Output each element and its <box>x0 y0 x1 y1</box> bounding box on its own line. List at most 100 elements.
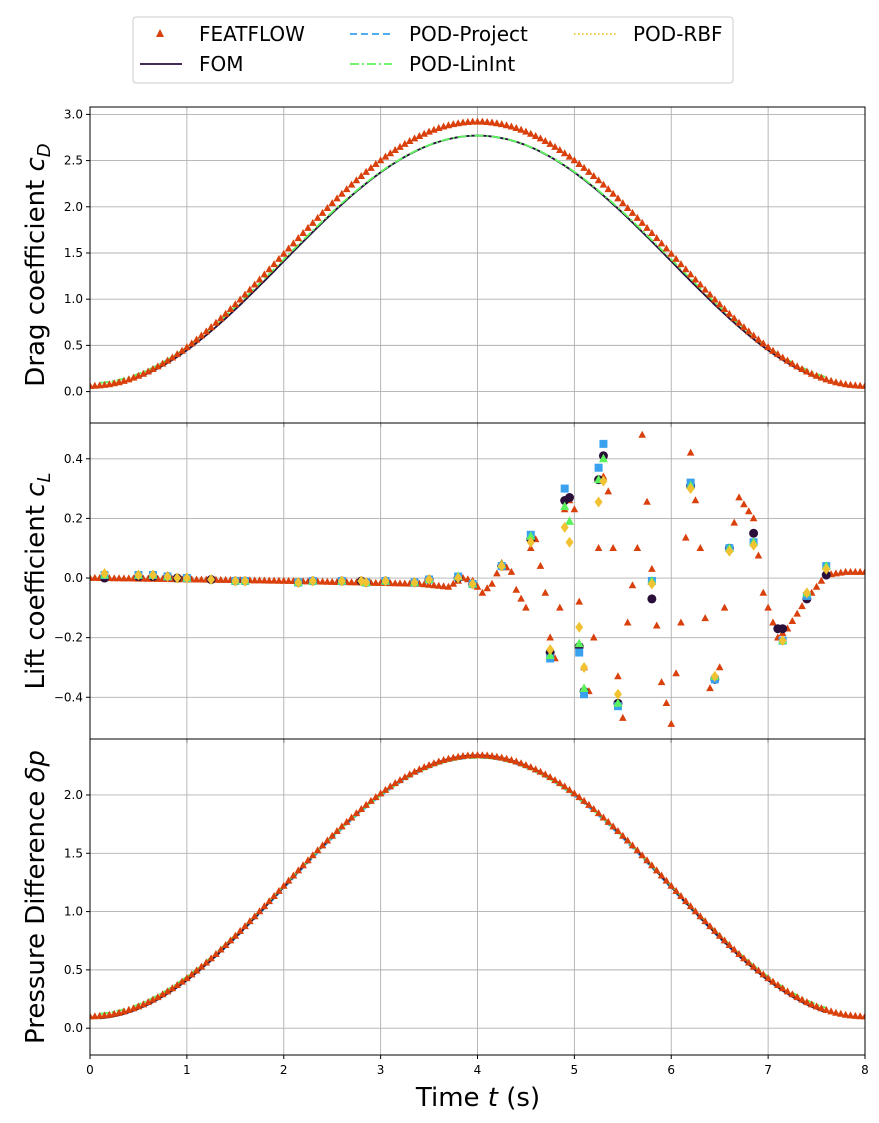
featflow-marker <box>197 575 206 583</box>
featflow-marker <box>173 350 181 358</box>
featflow-marker <box>512 585 521 593</box>
featflow-marker <box>725 309 734 317</box>
featflow-marker <box>192 335 201 343</box>
pod-rbf-marker <box>749 539 758 551</box>
fom-marker <box>778 624 788 634</box>
pod-rbf-marker <box>546 644 555 656</box>
featflow-marker <box>512 124 521 132</box>
featflow-marker <box>304 856 312 864</box>
featflow-marker <box>759 339 768 347</box>
featflow-marker <box>812 371 821 379</box>
featflow-marker <box>570 505 579 513</box>
featflow-marker <box>342 817 351 825</box>
featflow-marker <box>473 117 482 125</box>
pod-rbf-marker <box>778 635 787 647</box>
pod-rbf-marker <box>613 688 622 700</box>
featflow-marker <box>294 866 303 874</box>
featflow-marker <box>730 945 739 953</box>
drag-ylabel-symbol: c <box>21 157 51 171</box>
x-tick-label: 1 <box>183 1063 191 1077</box>
pod-rbf-marker <box>182 572 191 584</box>
featflow-marker <box>832 378 840 386</box>
featflow-marker <box>696 280 705 288</box>
featflow-marker <box>565 785 574 793</box>
featflow-marker <box>391 145 399 153</box>
featflow-marker <box>715 300 724 308</box>
featflow-marker <box>318 841 327 849</box>
featflow-marker <box>817 576 826 584</box>
fom-line <box>99 134 827 388</box>
featflow-marker <box>362 800 370 808</box>
featflow-marker <box>154 362 162 370</box>
featflow-marker <box>250 912 259 920</box>
lift-ylabel-symbol: c <box>21 483 51 497</box>
featflow-marker <box>841 567 850 575</box>
pod-rbf-marker <box>580 661 589 673</box>
featflow-marker <box>236 926 244 934</box>
featflow-marker <box>289 239 298 247</box>
featflow-marker <box>255 907 264 915</box>
featflow-marker <box>270 260 278 268</box>
pod-linint-marker <box>613 698 623 707</box>
featflow-marker <box>134 371 143 379</box>
pod-rbf-marker <box>710 670 719 682</box>
featflow-marker <box>541 588 550 596</box>
fom-marker <box>565 493 575 503</box>
featflow-marker <box>604 185 613 193</box>
featflow-marker <box>221 575 230 583</box>
featflow-marker <box>643 856 651 864</box>
featflow-marker <box>488 752 496 760</box>
featflow-marker <box>313 846 322 854</box>
pressure-ytick-label: 1.5 <box>64 846 83 860</box>
pod-project-marker <box>594 463 603 472</box>
featflow-marker <box>493 569 501 577</box>
featflow-marker <box>250 576 259 584</box>
featflow-marker <box>202 327 211 335</box>
featflow-marker <box>744 507 753 515</box>
legend-entry-pod-project: POD-Project <box>350 22 528 46</box>
pod-rbf-marker <box>575 621 584 633</box>
featflow-marker <box>468 751 477 759</box>
featflow-marker <box>241 922 249 930</box>
featflow-marker <box>517 594 525 602</box>
drag-ticks: 0.0 0.5 1.0 1.5 2.0 2.5 3.0 <box>64 107 866 427</box>
featflow-marker <box>536 767 545 775</box>
featflow-marker <box>183 343 191 351</box>
featflow-marker <box>652 234 661 242</box>
featflow-marker <box>294 234 303 242</box>
legend: FEATFLOW FOM POD-Project POD-LinInt POD-… <box>132 16 734 84</box>
featflow-marker <box>681 533 690 541</box>
featflow-marker <box>628 581 637 589</box>
featflow-marker <box>701 917 709 925</box>
pod-rbf-marker <box>526 536 535 548</box>
featflow-marker <box>643 497 651 505</box>
featflow-marker <box>149 364 157 372</box>
featflow-marker <box>90 1012 94 1020</box>
featflow-marker <box>396 142 404 150</box>
pod-rbf-marker <box>425 574 434 586</box>
featflow-marker <box>270 891 278 899</box>
featflow-marker <box>231 931 240 939</box>
featflow-marker <box>187 970 196 978</box>
featflow-marker <box>609 544 617 552</box>
featflow-marker <box>657 239 666 247</box>
drag-ytick-label: 1.5 <box>64 246 83 260</box>
featflow-marker <box>255 275 264 283</box>
featflow-marker <box>585 800 593 808</box>
featflow-marker <box>604 487 613 495</box>
featflow-marker <box>488 579 496 587</box>
featflow-marker <box>798 995 806 1003</box>
featflow-marker <box>546 773 554 781</box>
featflow-marker <box>173 981 181 989</box>
lift-ytick-label: 0.4 <box>64 452 83 466</box>
featflow-marker <box>730 518 739 526</box>
featflow-marker <box>517 125 525 133</box>
featflow-marker <box>681 897 690 905</box>
featflow-marker <box>556 603 564 611</box>
featflow-marker <box>740 954 748 962</box>
featflow-marker <box>139 369 148 377</box>
featflow-marker <box>604 817 613 825</box>
featflow-marker <box>124 574 133 582</box>
fom-marker <box>647 594 657 604</box>
x-tick-label: 7 <box>764 1063 772 1077</box>
